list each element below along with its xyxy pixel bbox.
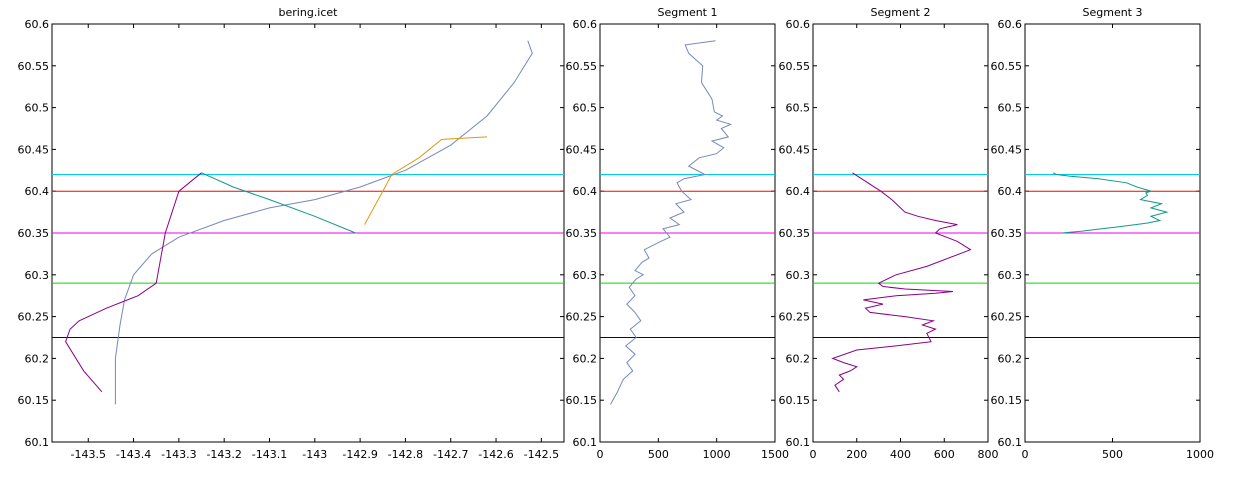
x-tick-label: 400 (890, 448, 911, 461)
x-tick-label: 200 (846, 448, 867, 461)
y-tick-label: 60.5 (573, 102, 598, 115)
x-tick-label: -143.5 (71, 448, 106, 461)
y-tick-label: 60.1 (573, 436, 598, 449)
y-tick-label: 60.3 (786, 269, 811, 282)
y-tick-label: 60.6 (998, 18, 1023, 31)
y-tick-label: 60.25 (991, 311, 1023, 324)
y-tick-label: 60.25 (18, 311, 50, 324)
y-tick-label: 60.3 (25, 269, 50, 282)
y-tick-label: 60.2 (573, 352, 598, 365)
series-line-1 (610, 40, 733, 405)
y-tick-label: 60.45 (566, 143, 598, 156)
y-tick-label: 60.55 (18, 60, 50, 73)
y-tick-label: 60.5 (786, 102, 811, 115)
panel-1: bering.icet 60.1 60.15 60.2 60.25 60.3 60.35 60… (18, 6, 565, 461)
x-tick-label: -142.8 (388, 448, 423, 461)
y-tick-label: 60.4 (573, 185, 598, 198)
y-tick-label: 60.5 (998, 102, 1023, 115)
x-tick-label: -143 (302, 448, 327, 461)
y-tick-label: 60.25 (779, 311, 811, 324)
x-tick-label: -142.7 (433, 448, 468, 461)
x-tick-label: 0 (810, 448, 817, 461)
y-tick-label: 60.35 (779, 227, 811, 240)
x-tick-label: 0 (1022, 448, 1029, 461)
y-tick-label: 60.15 (18, 394, 50, 407)
y-tick-label: 60.15 (991, 394, 1023, 407)
y-tick-label: 60.55 (779, 60, 811, 73)
series-line-1 (114, 40, 533, 405)
chart-title: bering.icet (279, 6, 339, 19)
y-tick-label: 60.45 (779, 143, 811, 156)
y-tick-label: 60.2 (25, 352, 50, 365)
y-tick-label: 60.4 (786, 185, 811, 198)
y-tick-label: 60.6 (573, 18, 598, 31)
y-tick-label: 60.55 (991, 60, 1023, 73)
y-tick-label: 60.15 (566, 394, 598, 407)
y-tick-label: 60.55 (566, 60, 598, 73)
chart-title: Segment 3 (1083, 6, 1143, 19)
y-tick-label: 60.3 (998, 269, 1023, 282)
x-tick-label: 600 (934, 448, 955, 461)
x-tick-label: 500 (1102, 448, 1123, 461)
series-line-1 (831, 172, 972, 393)
x-tick-label: 1500 (761, 448, 789, 461)
panel-4: Segment 3 60.1 60.15 60.2 60.25 60.3 60.35 60.4… (991, 6, 1215, 461)
chart-title: Segment 2 (871, 6, 931, 19)
y-tick-label: 60.15 (779, 394, 811, 407)
x-tick-label: 0 (597, 448, 604, 461)
y-tick-label: 60.35 (566, 227, 598, 240)
x-tick-label: 1000 (703, 448, 731, 461)
y-tick-label: 60.4 (998, 185, 1023, 198)
x-tick-label: -142.5 (524, 448, 559, 461)
series-line-4 (364, 136, 488, 225)
y-tick-label: 60.45 (991, 143, 1023, 156)
x-tick-label: -143.1 (252, 448, 287, 461)
x-tick-label: -142.6 (478, 448, 513, 461)
y-tick-label: 60.6 (786, 18, 811, 31)
y-tick-label: 60.2 (998, 352, 1023, 365)
x-tick-label: 800 (978, 448, 999, 461)
panel-3: Segment 2 60.1 60.15 60.2 60.25 60.3 60.35 60.4… (779, 6, 999, 461)
x-tick-label: -143.2 (206, 448, 241, 461)
series-line-3 (201, 172, 356, 234)
y-tick-label: 60.4 (25, 185, 50, 198)
y-tick-label: 60.45 (18, 143, 50, 156)
y-tick-label: 60.2 (786, 352, 811, 365)
y-tick-label: 60.6 (25, 18, 50, 31)
panel-2: Segment 1 60.1 60.15 60.2 60.25 60.3 60.35 60.4… (566, 6, 790, 461)
y-tick-label: 60.1 (998, 436, 1023, 449)
x-tick-label: 1000 (1186, 448, 1214, 461)
y-tick-label: 60.3 (573, 269, 598, 282)
y-tick-label: 60.35 (991, 227, 1023, 240)
chart-title: Segment 1 (658, 6, 718, 19)
y-tick-label: 60.1 (786, 436, 811, 449)
x-tick-label: -142.9 (342, 448, 377, 461)
y-tick-label: 60.1 (25, 436, 50, 449)
y-tick-label: 60.35 (18, 227, 50, 240)
y-tick-label: 60.25 (566, 311, 598, 324)
x-tick-label: -143.3 (161, 448, 196, 461)
series-line-2 (65, 172, 202, 393)
x-tick-label: 500 (648, 448, 669, 461)
y-tick-label: 60.5 (25, 102, 50, 115)
series-line-1 (1052, 172, 1169, 234)
x-tick-label: -143.4 (116, 448, 151, 461)
